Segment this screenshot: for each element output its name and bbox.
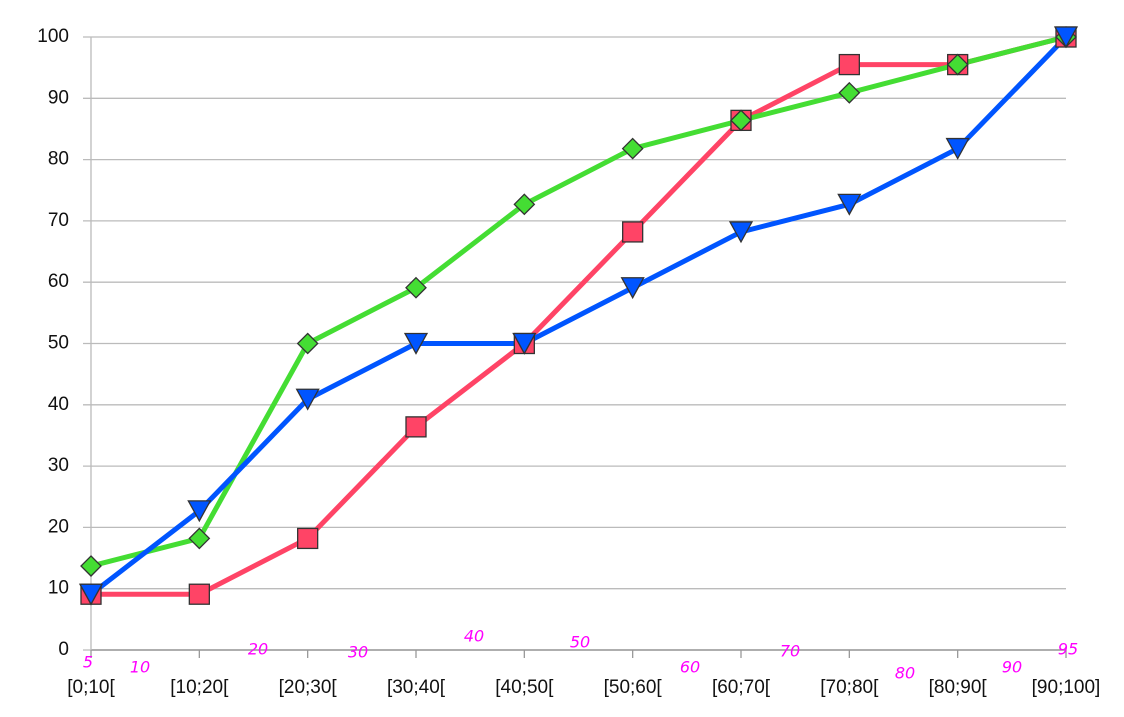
x-tick-label: [50;60[ (604, 677, 663, 698)
annotation: 40 (464, 627, 484, 646)
annotation: 95 (1058, 640, 1078, 659)
y-tick-label: 90 (48, 87, 69, 108)
annotation: 50 (570, 633, 590, 652)
marker (513, 193, 536, 216)
x-tick-label: [60;70[ (712, 677, 771, 698)
annotation: 30 (348, 643, 368, 662)
marker (512, 332, 537, 355)
y-tick-label: 0 (58, 639, 69, 660)
annotation: 60 (680, 658, 700, 677)
y-tick-label: 30 (48, 455, 69, 476)
marker (620, 277, 645, 300)
series-line (90, 34, 1067, 569)
annotation: 10 (130, 658, 150, 677)
y-tick-label: 80 (48, 149, 69, 170)
marker (187, 500, 212, 523)
marker (622, 221, 644, 243)
annotation: 5 (83, 653, 93, 672)
x-tick-label: [80;90[ (929, 677, 988, 698)
marker (188, 583, 210, 605)
series-line (89, 35, 1068, 597)
marker (188, 527, 211, 550)
marker (295, 388, 320, 411)
y-tick-label: 100 (37, 26, 69, 47)
x-tick-label: [30;40[ (387, 677, 446, 698)
marker (405, 416, 427, 438)
marker (1053, 26, 1079, 49)
x-tick-label: [20;30[ (279, 677, 338, 698)
marker (837, 193, 862, 216)
x-tick-label: [40;50[ (495, 677, 554, 698)
x-tick-label: [0;10[ (67, 677, 115, 698)
x-tick-label: [70;80[ (820, 677, 879, 698)
y-tick-label: 50 (48, 333, 69, 354)
marker (297, 527, 319, 550)
x-tick-label: [90;100] (1032, 677, 1101, 698)
marker (945, 137, 970, 160)
marker (730, 109, 752, 132)
marker (946, 53, 969, 76)
series-line (91, 34, 1067, 597)
marker (838, 81, 861, 104)
y-tick-label: 70 (48, 210, 69, 231)
annotation: 20 (248, 640, 268, 659)
annotation: 80 (895, 664, 915, 683)
marker (621, 137, 644, 160)
y-tick-label: 20 (48, 516, 69, 537)
marker (403, 332, 429, 355)
marker (296, 332, 319, 355)
marker (80, 555, 102, 577)
marker (405, 276, 427, 299)
marker (838, 53, 860, 76)
y-tick-label: 10 (48, 578, 69, 599)
x-tick-label: [10;20[ (170, 677, 229, 698)
y-tick-label: 40 (48, 394, 69, 415)
annotation: 90 (1002, 658, 1022, 677)
annotation: 70 (780, 642, 800, 661)
marker (728, 221, 754, 244)
y-tick-label: 60 (48, 271, 69, 292)
marker (78, 583, 104, 606)
